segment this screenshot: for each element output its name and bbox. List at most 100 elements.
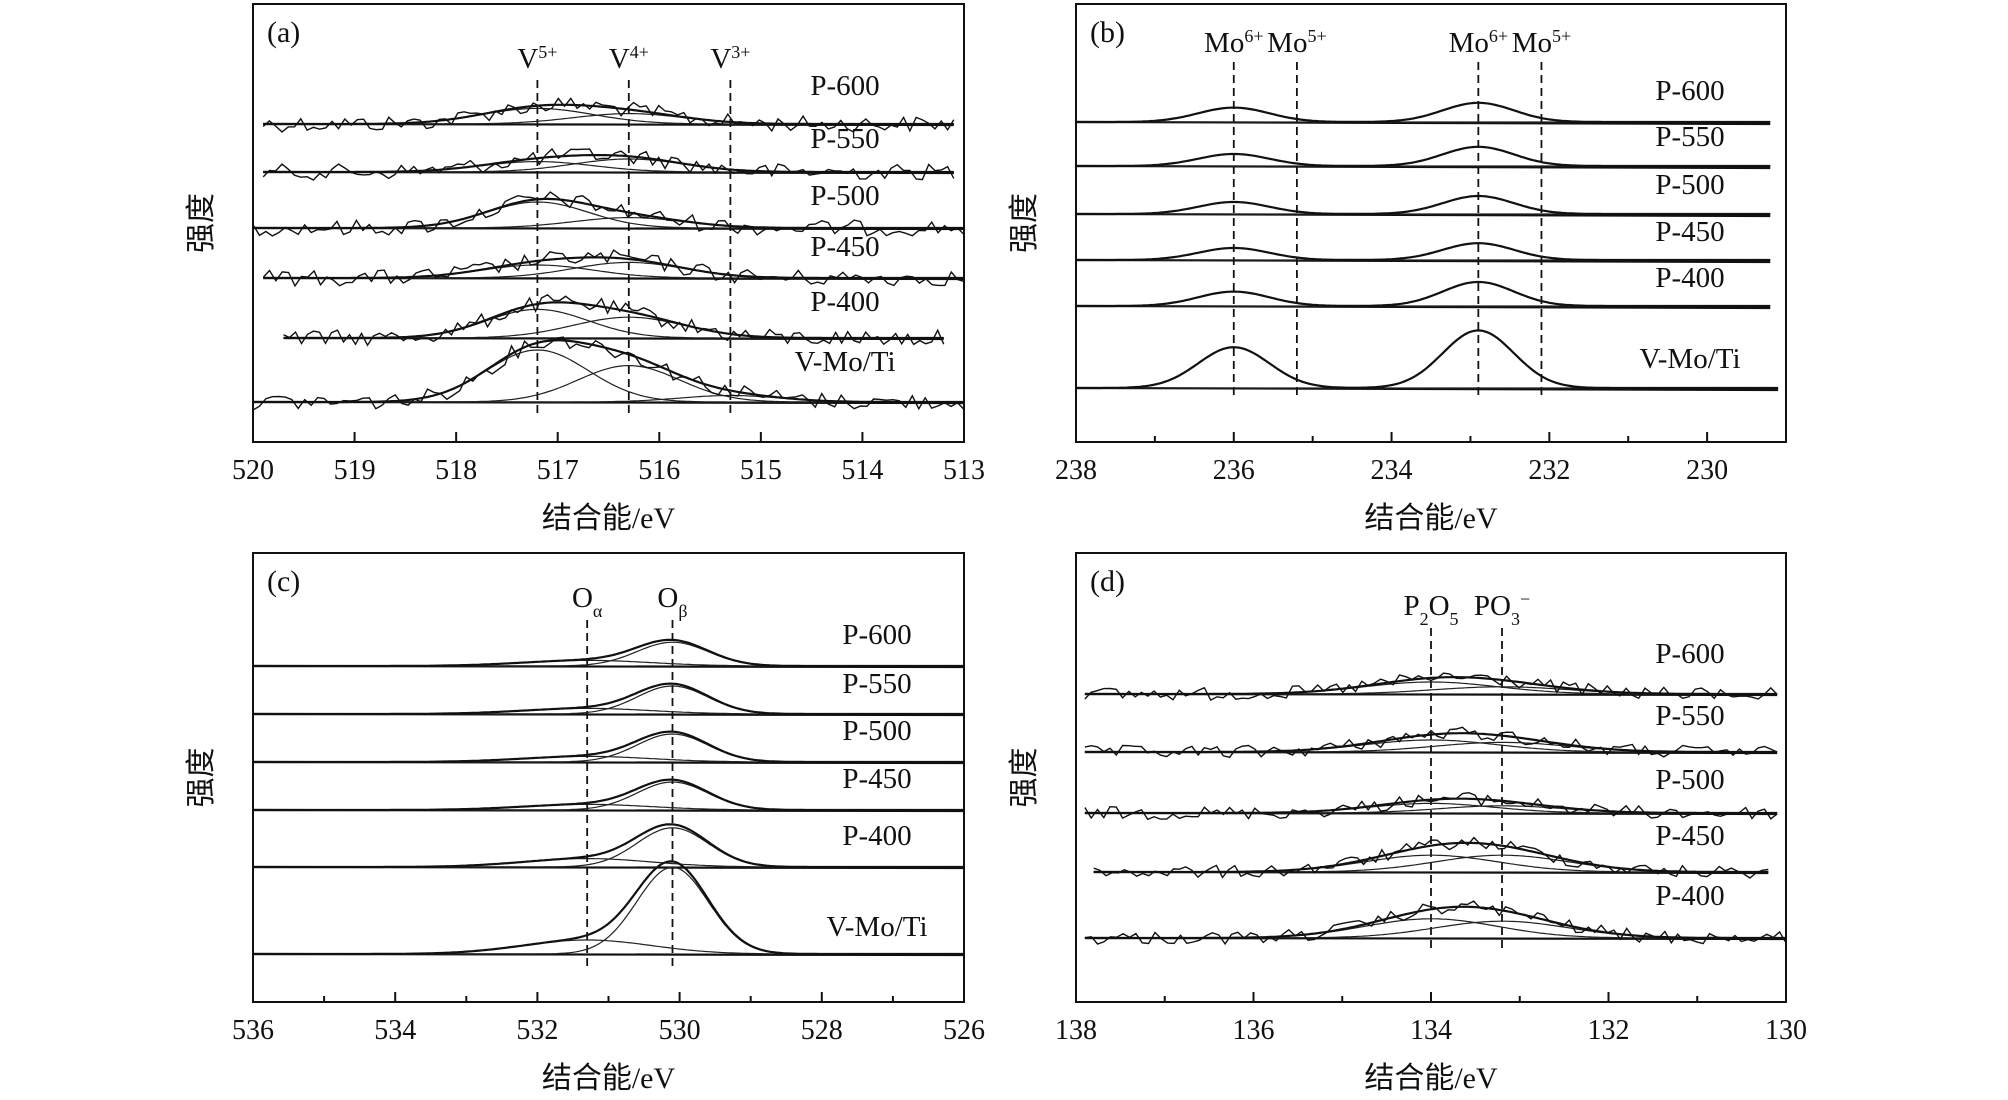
x-tick-label: 518 [435,455,477,486]
raw-data [262,147,955,181]
x-tick-label: 232 [1528,455,1570,486]
peak-marker-label: P2O5 [1403,590,1458,629]
fit-envelope [253,860,964,956]
x-tick-label: 520 [232,455,274,486]
x-tick-label: 534 [374,1015,416,1046]
fit-component [1076,106,1771,123]
peak-marker-label: V4+ [609,42,649,75]
x-tick-label: 516 [638,455,680,486]
trace-P-450: P-450 [262,231,965,288]
raw-data [1084,672,1778,702]
trace-P-400: P-400 [283,286,945,347]
x-axis-label: 结合能/eV [542,1062,676,1095]
x-tick-label: 132 [1588,1015,1630,1046]
fit-envelope [1076,194,1771,216]
peak-marker-label: Mo5+ [1512,26,1571,59]
trace-label: P-550 [810,123,879,155]
trace-label: P-500 [1655,764,1724,796]
trace-label: P-550 [842,668,911,700]
fit-envelope [263,103,954,126]
trace-label: P-600 [1655,638,1724,670]
x-tick-label: 238 [1055,455,1097,486]
peak-marker-label: Oβ [657,582,687,621]
trace-label: V-Mo/Ti [1639,343,1740,375]
raw-data [262,249,965,288]
trace-P-600: P-600 [1084,638,1778,702]
raw-data [283,293,945,347]
x-axis-label: 结合能/eV [542,502,676,535]
x-tick-label: 526 [943,1015,985,1046]
x-tick-label: 134 [1410,1015,1452,1046]
trace-P-550: P-550 [262,123,955,181]
fit-envelope [253,730,964,764]
peak-marker-label: Mo5+ [1267,26,1326,59]
raw-data [1084,791,1778,821]
trace-label: P-450 [1655,820,1724,852]
fit-envelope [253,638,964,668]
panel-label: (c) [267,565,300,598]
trace-P-450: P-450 [1093,820,1769,879]
x-tick-label: 528 [801,1015,843,1046]
x-tick-label: 138 [1055,1015,1097,1046]
y-axis-label: 强度 [1008,748,1041,808]
x-tick-label: 530 [659,1015,701,1046]
trace-P-550: P-550 [252,668,965,717]
fit-component [263,107,954,125]
fit-component [1084,918,1786,939]
fit-envelope [253,778,964,812]
trace-P-450: P-450 [252,763,965,813]
trace-P-450: P-450 [1075,216,1771,264]
trace-P-500: P-500 [1084,764,1778,821]
x-tick-label: 136 [1233,1015,1275,1046]
panel-label: (b) [1090,16,1125,49]
trace-P-400: P-400 [1075,262,1771,310]
trace-label: V-Mo/Ti [794,346,895,378]
raw-data [262,97,955,133]
y-axis-label: 强度 [1008,193,1041,253]
y-axis-label: 强度 [185,748,218,808]
plot-frame [1075,3,1787,443]
trace-V-Mo/Ti: V-Mo/Ti [252,860,965,957]
fit-envelope [283,301,944,340]
x-tick-label: 236 [1213,455,1255,486]
trace-V-Mo/Ti: V-Mo/Ti [1075,329,1779,392]
x-axis-label: 结合能/eV [1364,502,1498,535]
trace-label: P-500 [842,715,911,747]
peak-marker-label: Oα [572,582,603,621]
y-axis-label: 强度 [185,193,218,253]
trace-P-400: P-400 [1084,880,1787,946]
trace-label: P-550 [1655,121,1724,153]
fit-envelope [1076,101,1771,124]
panel-2: (c) 536 534 532 530 528 526 结合能/eV 强度 Oα Oβ P-600 P-… [185,552,985,1095]
x-tick-label: 513 [943,455,985,486]
trace-P-600: P-600 [262,70,955,133]
x-tick-label: 532 [516,1015,558,1046]
x-tick-label: 130 [1765,1015,1807,1046]
raw-data [252,191,965,237]
trace-V-Mo/Ti: V-Mo/Ti [252,336,965,411]
peak-marker-label: V5+ [517,42,557,75]
x-tick-label: 234 [1371,455,1413,486]
raw-data [1093,836,1769,879]
raw-data [1084,900,1787,946]
trace-label: P-500 [810,180,879,212]
raw-data [252,336,965,411]
panel-label: (a) [267,16,300,49]
panel-3: (d) 138 136 134 132 130 结合能/eV 强度 P2O5 PO3− P-600 P… [1008,552,1807,1095]
trace-label: P-400 [1655,880,1724,912]
trace-P-500: P-500 [252,180,965,237]
fit-envelope [1076,280,1771,308]
fit-component [263,158,954,173]
plot-frame [252,3,965,443]
x-axis-label: 结合能/eV [1364,1062,1498,1095]
trace-label: V-Mo/Ti [826,911,927,943]
fit-envelope [1084,676,1778,696]
trace-label: P-450 [842,763,911,795]
trace-label: P-400 [810,286,879,318]
trace-P-500: P-500 [252,715,965,765]
trace-P-400: P-400 [252,820,965,870]
x-tick-label: 517 [537,455,579,486]
trace-label: P-400 [842,820,911,852]
